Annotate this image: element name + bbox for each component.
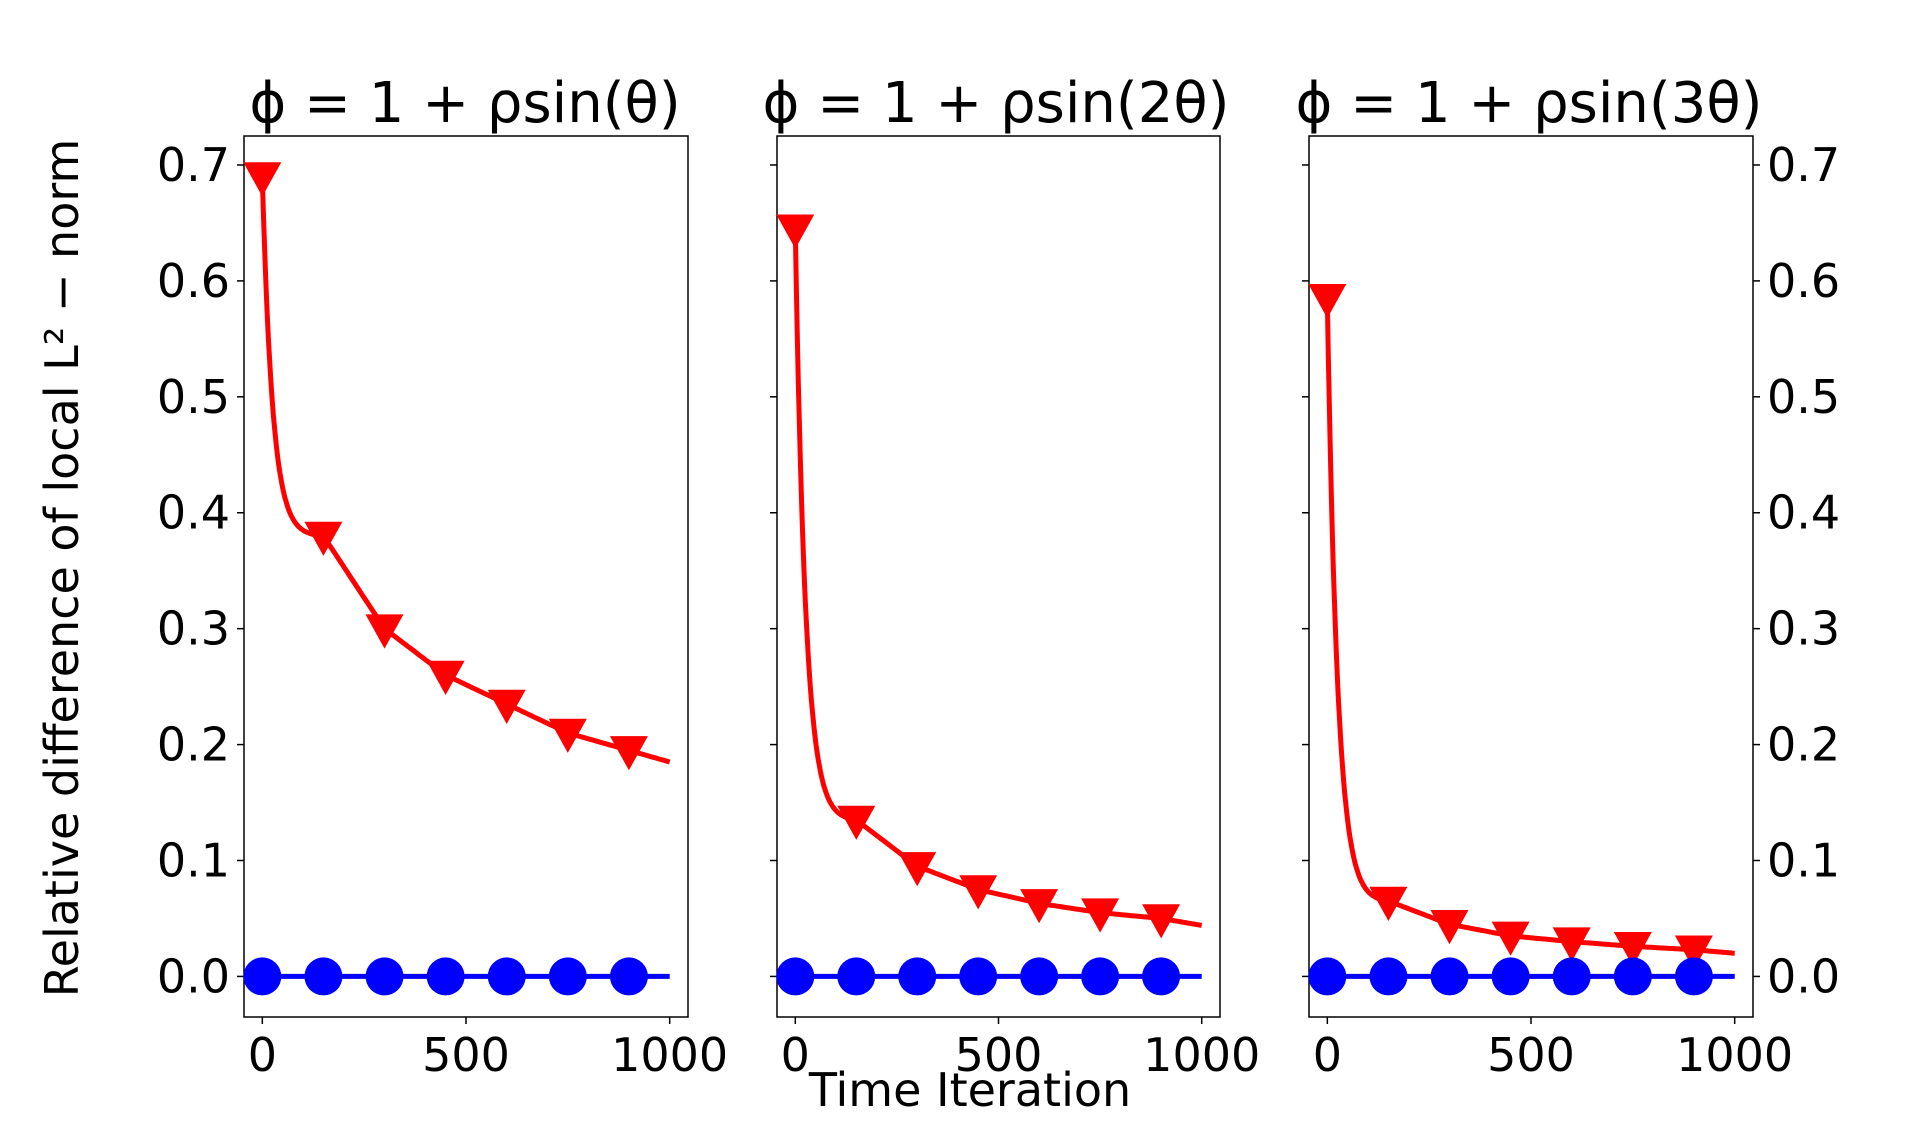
subplot-1-ytick-label: 0.1 xyxy=(157,834,230,888)
subplot-3-point-circle xyxy=(1491,957,1530,996)
subplot-3-ytick-label: 0.5 xyxy=(1767,370,1840,424)
subplot-2-point-circle xyxy=(1142,957,1181,996)
subplot-3-ytick-label: 0.1 xyxy=(1767,834,1840,888)
subplot-2-point-circle xyxy=(898,957,937,996)
subplot-3-frame xyxy=(1308,135,1754,1018)
subplot-2: ϕ = 1 + ρsin(2θ) 0 500 1000 xyxy=(763,71,1261,1082)
subplot-3-series-decay-line xyxy=(1324,298,1736,956)
subplot-1-point-triangle xyxy=(365,614,404,649)
subplot-3-ytick-label: 0.6 xyxy=(1767,254,1840,308)
subplot-2-frame xyxy=(776,135,1221,1018)
subplot-3-ytick-label: 0.2 xyxy=(1767,718,1840,772)
subplot-2-xtick-label: 500 xyxy=(955,1028,1043,1082)
subplot-2-point-circle xyxy=(959,957,998,996)
subplot-3-point-circle xyxy=(1308,957,1347,996)
subplot-1-xtick-label: 500 xyxy=(422,1028,510,1082)
subplot-2-xtick-label: 1000 xyxy=(1143,1028,1260,1082)
subplot-3-point-circle xyxy=(1369,957,1408,996)
subplot-2-point-circle xyxy=(1081,957,1120,996)
subplot-2-point-circle xyxy=(837,957,876,996)
subplot-2-point-triangle xyxy=(1081,898,1120,933)
subplot-1-point-circle xyxy=(487,957,526,996)
subplot-3-point-triangle xyxy=(1369,886,1408,921)
x-axis-title: Time Iteration xyxy=(808,1063,1131,1117)
subplot-1-series-decay-line xyxy=(259,176,671,765)
subplot-3: ϕ = 1 + ρsin(3θ) 0.0 0.1 0.2 0.3 0.4 0.5 0.6 0.… xyxy=(1296,71,1841,1082)
subplot-1-point-triangle xyxy=(487,689,526,724)
subplot-1-ytick-label: 0.5 xyxy=(157,370,230,424)
subplot-2-point-triangle xyxy=(837,805,876,840)
subplot-1-point-triangle xyxy=(609,736,648,771)
subplot-1-point-circle xyxy=(548,957,587,996)
subplot-1-point-triangle xyxy=(548,718,587,753)
y-axis-title: Relative difference of local L² − norm xyxy=(35,139,89,998)
subplot-3-xtick-label: 500 xyxy=(1487,1028,1575,1082)
subplot-1-ytick-label: 0.0 xyxy=(157,949,230,1003)
subplot-1-frame xyxy=(243,135,689,1018)
subplot-3-point-triangle xyxy=(1552,927,1591,962)
subplot-1-point-circle xyxy=(243,957,282,996)
subplot-3-point-circle xyxy=(1552,957,1591,996)
subplot-3-point-triangle xyxy=(1674,935,1713,970)
subplot-3-title: ϕ = 1 + ρsin(3θ) xyxy=(1296,71,1763,136)
subplot-1-point-circle xyxy=(609,957,648,996)
subplot-3-point-circle xyxy=(1430,957,1469,996)
subplot-3-xtick-label: 0 xyxy=(1313,1028,1342,1082)
subplot-1-point-triangle xyxy=(426,660,465,695)
subplot-1-point-circle xyxy=(365,957,404,996)
subplot-3-ytick-label: 0.4 xyxy=(1767,486,1840,540)
subplot-3-point-circle xyxy=(1613,957,1652,996)
subplot-1: ϕ = 1 + ρsin(θ) 0.0 0.1 0.2 0.3 0.4 0.5 0.6 0.7… xyxy=(157,71,728,1082)
subplot-2-point-circle xyxy=(776,957,815,996)
subplot-3-point-triangle xyxy=(1491,921,1530,956)
subplot-2-point-circle xyxy=(1020,957,1059,996)
subplot-1-point-circle xyxy=(426,957,465,996)
subplot-1-xtick-label: 0 xyxy=(248,1028,277,1082)
subplot-3-point-circle xyxy=(1674,957,1713,996)
subplot-1-ytick-label: 0.6 xyxy=(157,254,230,308)
subplot-3-point-triangle xyxy=(1308,284,1347,319)
subplot-1-xtick-label: 1000 xyxy=(611,1028,728,1082)
subplot-2-point-triangle xyxy=(898,852,937,887)
subplot-1-ytick-label: 0.7 xyxy=(157,138,230,192)
subplot-1-ytick-label: 0.2 xyxy=(157,718,230,772)
subplot-2-xtick-label: 0 xyxy=(781,1028,810,1082)
subplot-2-point-triangle xyxy=(959,875,998,910)
subplot-2-series-decay-line xyxy=(792,228,1203,928)
subplot-1-ytick-label: 0.4 xyxy=(157,486,230,540)
subplot-3-ytick-label: 0.3 xyxy=(1767,602,1840,656)
subplot-2-point-triangle xyxy=(776,214,815,249)
subplot-2-point-triangle xyxy=(1020,889,1059,924)
subplot-2-title: ϕ = 1 + ρsin(2θ) xyxy=(763,71,1230,136)
subplot-3-point-triangle xyxy=(1613,932,1652,967)
subplot-1-ytick-label: 0.3 xyxy=(157,602,230,656)
subplot-1-point-triangle xyxy=(304,521,343,556)
subplot-1-title: ϕ = 1 + ρsin(θ) xyxy=(249,71,680,136)
subplot-2-point-triangle xyxy=(1142,904,1181,939)
subplot-3-ytick-label: 0.7 xyxy=(1767,138,1840,192)
subplot-1-point-triangle xyxy=(243,162,282,197)
subplot-1-point-circle xyxy=(304,957,343,996)
subplot-3-xtick-label: 1000 xyxy=(1676,1028,1793,1082)
subplot-3-point-triangle xyxy=(1430,910,1469,945)
subplot-3-ytick-label: 0.0 xyxy=(1767,949,1840,1003)
